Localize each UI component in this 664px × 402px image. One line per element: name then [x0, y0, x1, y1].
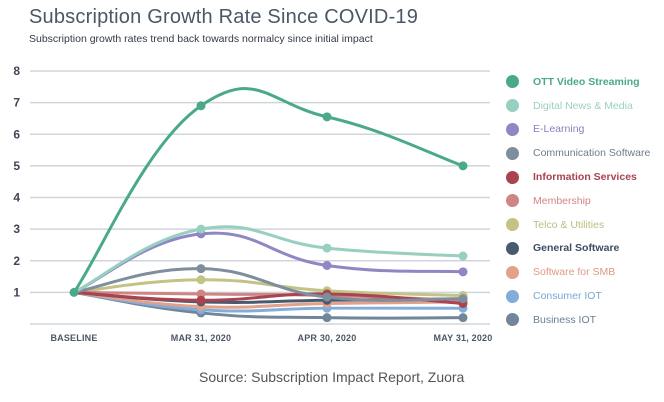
legend-item: OTT Video Streaming	[506, 70, 650, 94]
x-tick-label: BASELINE	[50, 333, 97, 343]
series-line	[72, 290, 465, 309]
data-point	[322, 313, 332, 323]
data-point	[196, 289, 206, 299]
legend-label: E-Learning	[533, 123, 585, 136]
y-tick-label: 2	[13, 254, 20, 268]
legend-marker-icon	[506, 241, 519, 255]
legend-label: Telco & Utilities	[533, 218, 605, 231]
data-point	[196, 295, 206, 305]
series-line	[72, 278, 465, 298]
data-point	[458, 267, 468, 277]
legend-item: Consumer IOT	[506, 284, 650, 308]
y-tick-label: 4	[13, 191, 20, 205]
legend-item: Digital News & Media	[506, 94, 650, 118]
data-point	[196, 224, 206, 234]
legend-marker-icon	[506, 75, 519, 89]
data-point	[196, 264, 206, 274]
series-lines	[69, 87, 468, 323]
legend-item: General Software	[506, 237, 650, 261]
legend-label: Membership	[533, 194, 591, 207]
legend-marker-icon	[506, 289, 519, 303]
y-tick-label: 1	[13, 285, 20, 299]
x-tick-label: MAY 31, 2020	[434, 333, 493, 343]
x-axis-ticks: BASELINE MAR 31, 2020 APR 30, 2020 MAY 31, …	[50, 333, 492, 343]
legend-marker-icon	[506, 99, 519, 113]
series-digital-news-media	[72, 224, 468, 294]
legend-label: Business IOT	[533, 313, 597, 326]
data-point	[196, 101, 206, 111]
legend-label: General Software	[533, 242, 620, 255]
data-point	[458, 161, 468, 171]
chart-subtitle: Subscription growth rates trend back tow…	[29, 33, 373, 45]
legend-label: Consumer IOT	[533, 290, 602, 303]
series-line	[72, 87, 465, 294]
legend-label: Communication Software	[533, 147, 651, 160]
legend-label: OTT Video Streaming	[533, 75, 640, 88]
y-axis-ticks: 1 2 3 4 5 6 7 8	[13, 64, 20, 299]
legend-marker-icon	[506, 194, 519, 208]
series-communication-software	[72, 264, 468, 304]
legend-item: Business IOT	[506, 308, 650, 332]
data-point	[458, 313, 468, 323]
chart-title: Subscription Growth Rate Since COVID-19	[29, 6, 419, 28]
data-point	[322, 260, 332, 270]
legend-item: Software for SMB	[506, 260, 650, 284]
x-tick-label: APR 30, 2020	[298, 333, 357, 343]
source-caption: Source: Subscription Impact Report, Zuor…	[199, 369, 465, 385]
legend-label: Software for SMB	[533, 266, 616, 279]
legend-item: Telco & Utilities	[506, 213, 650, 237]
legend-marker-icon	[506, 313, 519, 327]
legend-marker-icon	[506, 122, 519, 136]
data-point	[458, 294, 468, 304]
data-point	[458, 251, 468, 261]
data-point	[196, 275, 206, 285]
legend-item: Communication Software	[506, 141, 650, 165]
legend-label: Information Services	[533, 171, 637, 184]
legend-marker-icon	[506, 170, 519, 184]
legend-marker-icon	[506, 218, 519, 232]
series-line	[72, 290, 465, 305]
legend: OTT Video Streaming Digital News & Media E…	[506, 70, 650, 332]
data-point	[322, 243, 332, 253]
y-tick-label: 8	[13, 64, 20, 78]
legend-marker-icon	[506, 146, 519, 160]
y-tick-label: 3	[13, 222, 20, 236]
y-tick-label: 6	[13, 127, 20, 141]
series-ott-video-streaming	[69, 87, 468, 297]
y-tick-label: 7	[13, 96, 20, 110]
legend-label: Digital News & Media	[533, 99, 633, 112]
series-line	[72, 290, 465, 313]
series-line	[72, 267, 465, 302]
data-point	[322, 292, 332, 302]
data-point	[322, 112, 332, 122]
legend-item: Information Services	[506, 165, 650, 189]
legend-item: Membership	[506, 189, 650, 213]
y-tick-label: 5	[13, 159, 20, 173]
series-line	[72, 225, 465, 294]
legend-marker-icon	[506, 265, 519, 279]
legend-item: E-Learning	[506, 118, 650, 142]
data-point	[69, 287, 79, 297]
x-tick-label: MAR 31, 2020	[171, 333, 231, 343]
